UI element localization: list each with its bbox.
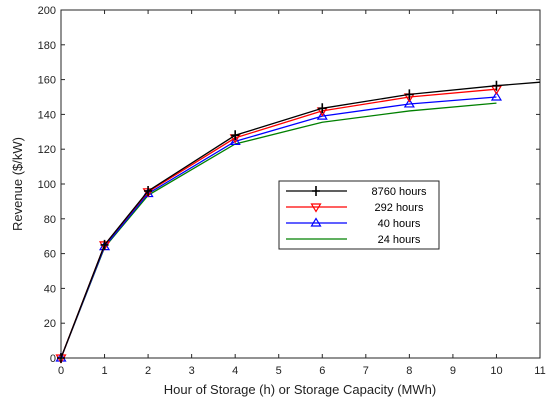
y-axis: 0 20 40 60 80 100 120 140 160 180 200: [38, 5, 540, 365]
y-tick-label: 40: [44, 283, 56, 295]
x-axis: 0 1 2 3 4 5 6 7 8 9 10 11: [58, 10, 546, 377]
legend-label: 24 hours: [378, 234, 421, 246]
y-tick-label: 80: [44, 214, 56, 226]
y-tick-label: 100: [38, 179, 56, 191]
x-tick-label: 4: [232, 365, 238, 377]
y-axis-title: Revenue ($/kW): [10, 137, 25, 231]
x-tick-label: 2: [145, 365, 151, 377]
x-tick-label: 8: [406, 365, 412, 377]
data-point: [100, 239, 109, 250]
legend-label: 292 hours: [375, 202, 424, 214]
legend-marker: [310, 217, 322, 227]
y-tick-label: 160: [38, 75, 56, 87]
series-line: [60, 81, 541, 359]
y-tick-label: 120: [38, 144, 56, 156]
x-tick-label: 6: [319, 365, 325, 377]
y-tick-label: 20: [44, 318, 56, 330]
x-tick-label: 5: [276, 365, 282, 377]
data-point: [231, 130, 240, 141]
data-point: [57, 353, 65, 363]
data-point: [405, 89, 414, 100]
legend-item: 24 hours: [286, 234, 421, 246]
x-tick-label: 10: [490, 365, 502, 377]
x-tick-label: 9: [450, 365, 456, 377]
x-tick-label: 0: [58, 365, 64, 377]
legend-marker: [312, 186, 320, 196]
series-0: [57, 80, 541, 363]
x-tick-label: 3: [189, 365, 195, 377]
x-tick-label: 11: [534, 365, 545, 377]
y-tick-label: 180: [38, 40, 56, 52]
x-tick-label: 1: [101, 365, 107, 377]
data-point: [144, 185, 153, 196]
x-tick-label: 7: [363, 365, 369, 377]
legend: 8760 hours 292 hours 40 hours 24 hours: [278, 180, 440, 250]
y-tick-label: 60: [44, 249, 56, 261]
legend-item: 292 hours: [286, 202, 424, 214]
series-layer: [55, 80, 541, 364]
y-tick-label: 200: [38, 5, 56, 17]
legend-label: 8760 hours: [371, 186, 427, 198]
legend-box: [278, 180, 440, 250]
data-point: [318, 103, 327, 114]
data-point: [403, 98, 415, 108]
legend-item: 40 hours: [286, 217, 421, 230]
data-point: [490, 91, 503, 101]
data-point: [229, 135, 241, 145]
x-axis-title: Hour of Storage (h) or Storage Capacity …: [164, 382, 436, 397]
y-tick-label: 140: [38, 109, 56, 121]
legend-item: 8760 hours: [286, 186, 427, 198]
y-tick-label: 0: [50, 353, 56, 365]
legend-label: 40 hours: [378, 218, 421, 230]
data-point: [316, 110, 328, 120]
data-point: [492, 80, 501, 91]
legend-marker: [310, 203, 322, 213]
